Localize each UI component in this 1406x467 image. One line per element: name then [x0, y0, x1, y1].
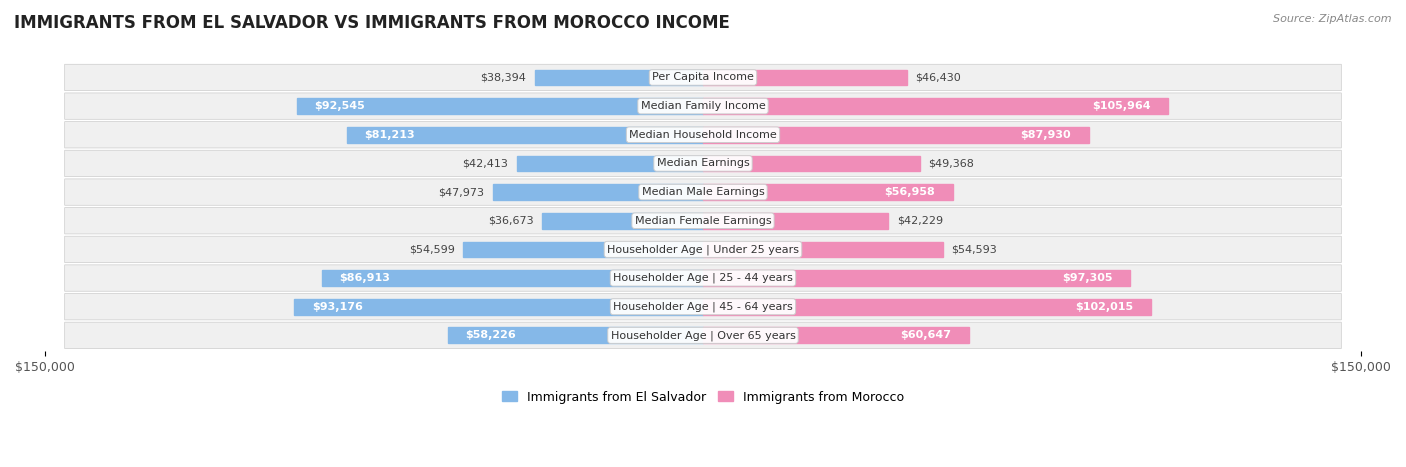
Text: $54,593: $54,593 [952, 244, 997, 255]
Text: $92,545: $92,545 [315, 101, 366, 111]
FancyBboxPatch shape [65, 64, 1341, 91]
Bar [703, 241, 942, 257]
Text: $38,394: $38,394 [479, 72, 526, 83]
Legend: Immigrants from El Salvador, Immigrants from Morocco: Immigrants from El Salvador, Immigrants … [496, 386, 910, 409]
FancyBboxPatch shape [65, 179, 1341, 205]
Bar [534, 70, 703, 85]
FancyBboxPatch shape [65, 150, 1341, 177]
Text: $93,176: $93,176 [312, 302, 363, 311]
Text: $42,229: $42,229 [897, 216, 943, 226]
Text: $56,958: $56,958 [884, 187, 935, 197]
Text: $102,015: $102,015 [1074, 302, 1133, 311]
Bar [517, 156, 703, 171]
Text: Per Capita Income: Per Capita Income [652, 72, 754, 83]
Bar [447, 327, 703, 343]
Text: Householder Age | Under 25 years: Householder Age | Under 25 years [607, 244, 799, 255]
Text: $87,930: $87,930 [1021, 130, 1071, 140]
Bar [347, 127, 703, 142]
Bar [464, 241, 703, 257]
FancyBboxPatch shape [65, 294, 1341, 320]
Text: $105,964: $105,964 [1091, 101, 1150, 111]
Text: $36,673: $36,673 [488, 216, 533, 226]
Text: Median Family Income: Median Family Income [641, 101, 765, 111]
Bar [703, 270, 1130, 286]
Bar [703, 327, 969, 343]
FancyBboxPatch shape [65, 265, 1341, 291]
Text: $42,413: $42,413 [463, 158, 508, 169]
Text: $97,305: $97,305 [1062, 273, 1112, 283]
Text: $46,430: $46,430 [915, 72, 962, 83]
Bar [703, 213, 889, 229]
Text: $81,213: $81,213 [364, 130, 415, 140]
Bar [703, 184, 953, 200]
FancyBboxPatch shape [65, 207, 1341, 234]
Bar [703, 127, 1088, 142]
Bar [543, 213, 703, 229]
Bar [297, 98, 703, 114]
Text: Median Earnings: Median Earnings [657, 158, 749, 169]
Bar [703, 98, 1168, 114]
Text: $54,599: $54,599 [409, 244, 454, 255]
Text: $58,226: $58,226 [465, 330, 516, 340]
Bar [294, 299, 703, 315]
Text: Householder Age | 45 - 64 years: Householder Age | 45 - 64 years [613, 302, 793, 312]
Bar [492, 184, 703, 200]
Text: Median Household Income: Median Household Income [628, 130, 778, 140]
Bar [322, 270, 703, 286]
Text: IMMIGRANTS FROM EL SALVADOR VS IMMIGRANTS FROM MOROCCO INCOME: IMMIGRANTS FROM EL SALVADOR VS IMMIGRANT… [14, 14, 730, 32]
Bar [703, 156, 920, 171]
Text: Householder Age | Over 65 years: Householder Age | Over 65 years [610, 330, 796, 340]
Bar [703, 70, 907, 85]
Bar [703, 299, 1150, 315]
Text: $49,368: $49,368 [928, 158, 974, 169]
FancyBboxPatch shape [65, 121, 1341, 148]
Text: $86,913: $86,913 [339, 273, 389, 283]
FancyBboxPatch shape [65, 236, 1341, 262]
Text: $47,973: $47,973 [437, 187, 484, 197]
FancyBboxPatch shape [65, 93, 1341, 119]
Text: Householder Age | 25 - 44 years: Householder Age | 25 - 44 years [613, 273, 793, 283]
Text: $60,647: $60,647 [900, 330, 952, 340]
Text: Median Female Earnings: Median Female Earnings [634, 216, 772, 226]
FancyBboxPatch shape [65, 322, 1341, 348]
Text: Median Male Earnings: Median Male Earnings [641, 187, 765, 197]
Text: Source: ZipAtlas.com: Source: ZipAtlas.com [1274, 14, 1392, 24]
